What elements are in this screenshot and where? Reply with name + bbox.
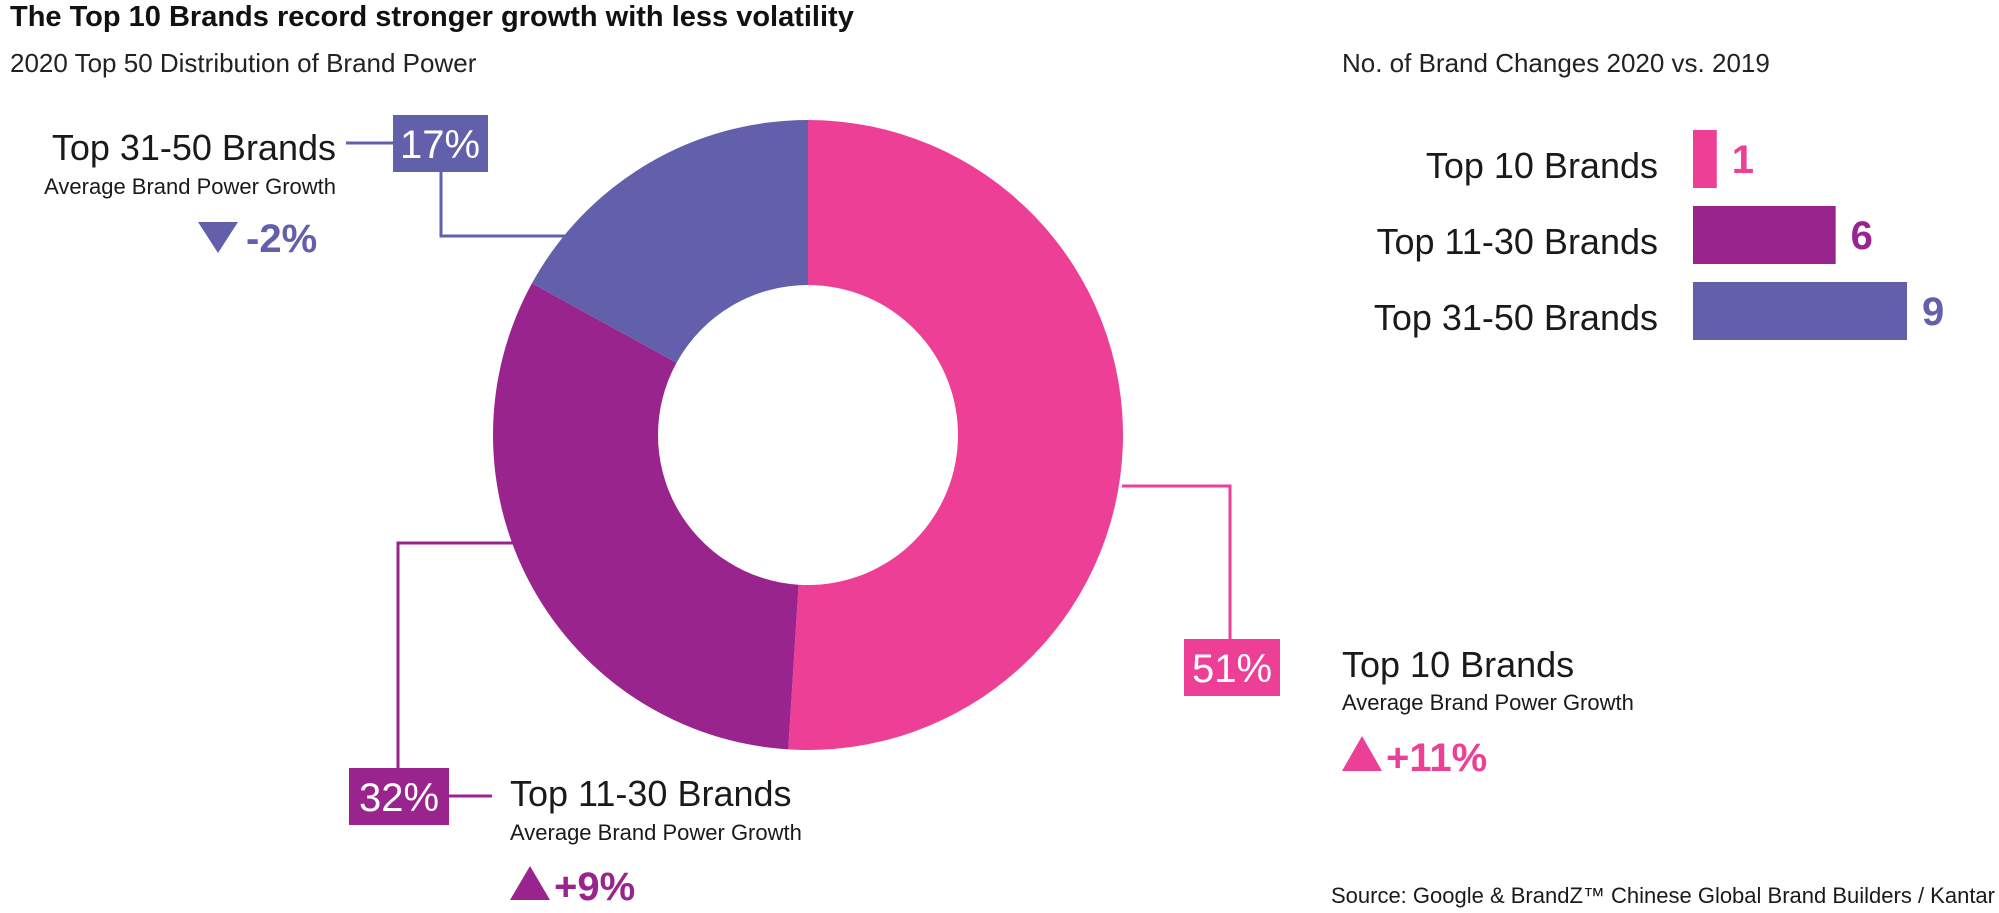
bar-chart: 1 6 9 xyxy=(1693,130,1944,340)
bar-category-label-top-10: Top 10 Brands xyxy=(1426,145,1658,186)
growth-value: -2% xyxy=(246,217,317,261)
donut-chart-title: 2020 Top 50 Distribution of Brand Power xyxy=(10,48,477,78)
growth-value: +11% xyxy=(1386,736,1487,780)
value-badge xyxy=(1184,639,1280,696)
source-note: Source: Google & BrandZ™ Chinese Global … xyxy=(1331,883,1995,908)
down-arrow-icon xyxy=(198,222,238,253)
bar-value-label: 1 xyxy=(1732,138,1754,182)
bar-top-31-50-brands xyxy=(1693,282,1907,340)
donut-slice-top-31-50-brands xyxy=(531,120,808,363)
growth-value: +9% xyxy=(554,865,635,908)
leader-line xyxy=(349,541,513,798)
bar-value-label: 6 xyxy=(1851,214,1873,258)
value-badge-label: 32% xyxy=(359,776,439,820)
callout-top-11-30: 32% Top 11-30 Brands Average Brand Power… xyxy=(349,768,802,909)
growth-caption: Average Brand Power Growth xyxy=(44,174,336,199)
bar-top-10-brands xyxy=(1693,130,1717,188)
main-title: The Top 10 Brands record stronger growth… xyxy=(10,1,854,33)
value-badge-label: 51% xyxy=(1192,647,1272,691)
category-label: Top 11-30 Brands xyxy=(510,773,792,814)
up-arrow-icon xyxy=(1342,736,1382,771)
bar-category-label-top-31-50: Top 31-50 Brands xyxy=(1374,297,1658,338)
value-badge xyxy=(349,768,449,825)
value-badge xyxy=(393,115,488,172)
donut-slice-top-10-brands xyxy=(788,120,1123,750)
category-label: Top 31-50 Brands xyxy=(52,127,336,168)
growth-caption: Average Brand Power Growth xyxy=(1342,690,1634,715)
bar-category-label-top-11-30: Top 11-30 Brands xyxy=(1376,221,1658,262)
growth-caption: Average Brand Power Growth xyxy=(510,820,802,845)
value-badge-label: 17% xyxy=(400,123,480,167)
callout-top-31-50: 17% Top 31-50 Brands Average Brand Power… xyxy=(44,115,488,261)
up-arrow-icon xyxy=(510,866,550,900)
donut-chart xyxy=(493,120,1123,750)
bar-top-11-30-brands xyxy=(1693,206,1836,264)
donut-slice-top-11-30-brands xyxy=(493,283,799,750)
callout-top-10: 51% Top 10 Brands Average Brand Power Gr… xyxy=(1184,639,1634,780)
bar-chart-title: No. of Brand Changes 2020 vs. 2019 xyxy=(1342,48,1770,78)
leader-line xyxy=(439,172,565,238)
bar-value-label: 9 xyxy=(1922,290,1944,334)
category-label: Top 10 Brands xyxy=(1342,644,1574,685)
